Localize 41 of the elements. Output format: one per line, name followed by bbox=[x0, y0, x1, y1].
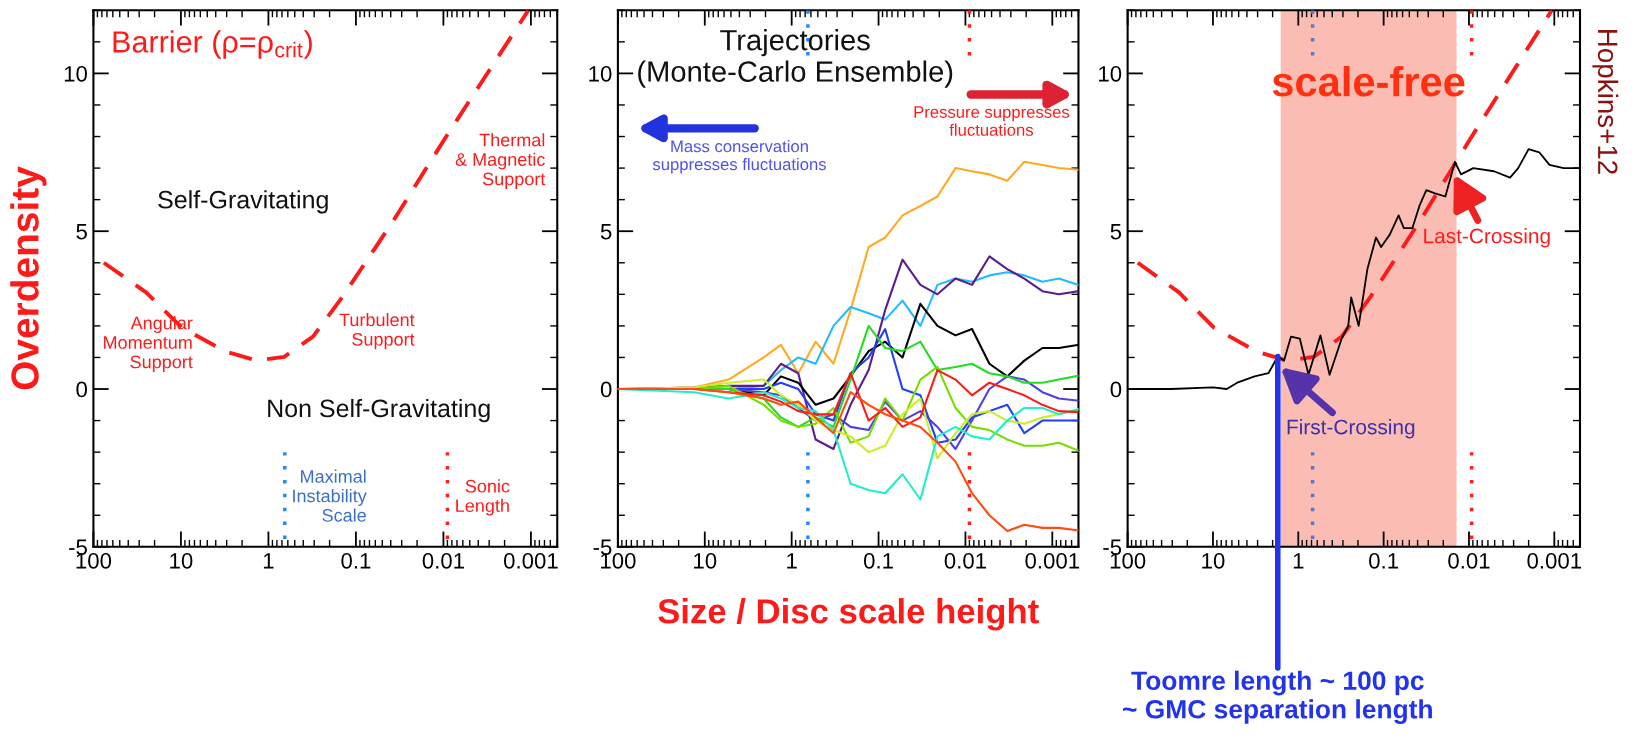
y-tick-label: 0 bbox=[1110, 381, 1122, 398]
x-tick-label: 0.001 bbox=[1527, 552, 1582, 569]
y-tick-label: 10 bbox=[64, 65, 87, 82]
x-tick-label: 0.1 bbox=[1369, 552, 1398, 569]
text: Hopkins+12 bbox=[1592, 30, 1619, 174]
x-tick-label: 0.1 bbox=[863, 552, 893, 569]
annotation: Last-Crossing bbox=[1424, 228, 1550, 248]
x-tick-label: 10 bbox=[694, 552, 717, 569]
annotation: Maximal Instability Scale bbox=[293, 469, 367, 522]
y-tick-label: 5 bbox=[600, 223, 612, 240]
annotation: Barrier (ρ=ρ$_{crit}$) bbox=[113, 30, 312, 59]
annotation: Trajectories (Monte-Carlo Ensemble) bbox=[638, 29, 953, 88]
annotation: Thermal & Magnetic Support bbox=[455, 133, 546, 189]
x-tick-label: 1 bbox=[1293, 553, 1304, 569]
y-tick-label: 5 bbox=[76, 223, 87, 240]
y-tick-label: 5 bbox=[1110, 223, 1122, 240]
annotation: Toomre length ~ 100 pc ~ GMC separation length bbox=[1123, 670, 1432, 724]
y-axis-title: Overdensity bbox=[10, 166, 47, 390]
x-tick-label: 0.01 bbox=[1448, 552, 1490, 569]
annotation: Mass conservation suppresses fluctuations bbox=[652, 140, 826, 174]
x-tick-label: 0.001 bbox=[1025, 552, 1080, 569]
annotation: First-Crossing bbox=[1287, 419, 1415, 439]
x-tick-label: 1 bbox=[787, 553, 797, 569]
y-tick-label: 10 bbox=[1099, 65, 1122, 82]
annotation: Turbulent Support bbox=[339, 313, 415, 350]
y-tick-label: 10 bbox=[589, 65, 612, 82]
x-tick-label: 10 bbox=[170, 552, 193, 569]
x-axis-title: Size / Disc scale height bbox=[658, 598, 1039, 631]
x-tick-label: 1 bbox=[263, 553, 274, 569]
y-tick-label: 0 bbox=[76, 381, 87, 398]
x-tick-label: 0.01 bbox=[944, 552, 986, 569]
annotation: Sonic Length bbox=[456, 479, 510, 516]
x-tick-label: 0.01 bbox=[422, 552, 464, 569]
x-tick-label: 0.001 bbox=[503, 552, 558, 569]
annotation: Self-Gravitating bbox=[158, 190, 328, 214]
x-tick-label: 0.1 bbox=[341, 552, 371, 569]
band-label: scale-free bbox=[1272, 65, 1465, 97]
x-tick-label: 10 bbox=[1202, 552, 1225, 569]
annotation: Non Self-Gravitating bbox=[268, 398, 490, 423]
y-tick-label: 0 bbox=[600, 381, 612, 398]
annotation: Pressure suppresses fluctuations bbox=[914, 106, 1070, 136]
